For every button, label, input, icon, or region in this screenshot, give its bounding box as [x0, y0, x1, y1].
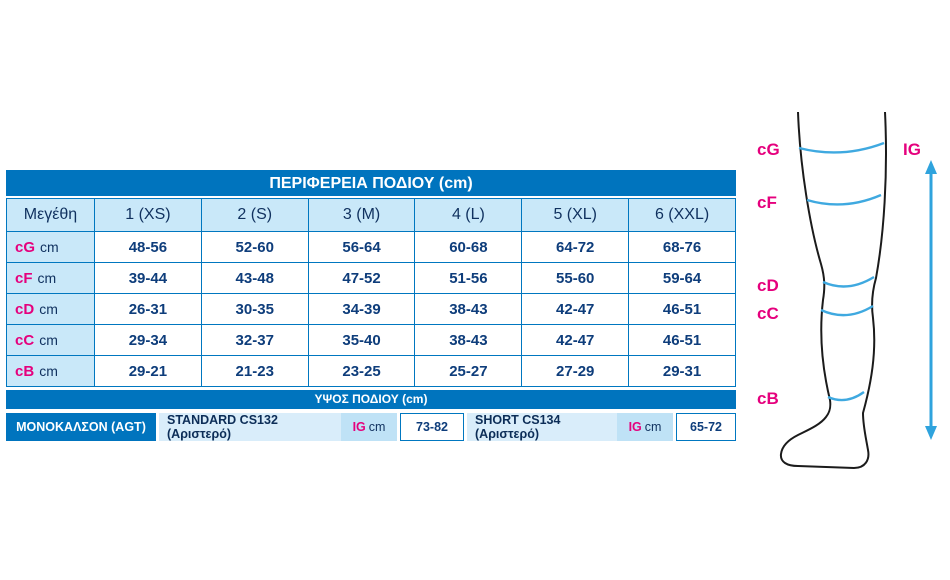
diagram-label-cB: cB [757, 389, 779, 408]
cell: 26-31 [94, 293, 202, 325]
cell: 56-64 [307, 231, 416, 263]
row-label-cF: cF cm [6, 262, 95, 294]
cell: 29-21 [94, 355, 202, 387]
short-label: SHORT CS134 (Αριστερό) [467, 413, 617, 441]
size-table: Μεγέθη 1 (XS) 2 (S) 3 (M) 4 (L) 5 (XL) 6… [6, 198, 736, 387]
cell: 42-47 [521, 293, 630, 325]
standard-option: STANDARD CS132 (Αριστερό) IG cm [159, 413, 397, 441]
table-title: ΠΕΡΙΦΕΡΕΙΑ ΠΟΔΙΟΥ (cm) [6, 170, 736, 196]
measure-unit: cm [39, 300, 58, 317]
row-label-cD: cD cm [6, 293, 95, 325]
cell: 42-47 [521, 324, 630, 356]
diagram-label-cG: cG [757, 140, 780, 159]
foot-height-title: ΥΨΟΣ ΠΟΔΙΟΥ (cm) [6, 390, 736, 409]
measure-line-cG [798, 141, 885, 154]
cell: 47-52 [307, 262, 416, 294]
measure-line-cC [820, 304, 874, 317]
cell: 21-23 [200, 355, 309, 387]
diagram-label-cD: cD [757, 276, 779, 295]
product-label: ΜΟΝΟΚΑΛΣΟΝ (AGT) [6, 413, 156, 441]
cell: 32-37 [200, 324, 309, 356]
measure-unit: cm [40, 238, 59, 255]
cell: 23-25 [307, 355, 416, 387]
cell: 48-56 [94, 231, 202, 263]
cell: 46-51 [628, 324, 736, 356]
table-row-cC: cC cm 29-34 32-37 35-40 38-43 42-47 46-51 [6, 324, 736, 356]
cell: 39-44 [94, 262, 202, 294]
diagram-label-cC: cC [757, 304, 779, 323]
measure-line-cF [806, 193, 882, 206]
table-row-cB: cB cm 29-21 21-23 23-25 25-27 27-29 29-31 [6, 355, 736, 387]
leg-outline [779, 112, 887, 469]
cell: 64-72 [521, 231, 630, 263]
cell: 38-43 [414, 293, 523, 325]
ig-arrow-top [925, 160, 937, 174]
column-header-l: 4 (L) [414, 198, 523, 232]
column-header-xl: 5 (XL) [521, 198, 630, 232]
cell: 34-39 [307, 293, 416, 325]
measure-code: cD [15, 300, 35, 318]
standard-ig-unit: IG cm [341, 413, 397, 441]
short-range: 65-72 [676, 413, 736, 441]
ig-code: IG [352, 420, 366, 434]
column-header-m: 3 (M) [307, 198, 416, 232]
size-chart: ΠΕΡΙΦΕΡΕΙΑ ΠΟΔΙΟΥ (cm) Μεγέθη 1 (XS) 2 (… [6, 170, 736, 441]
cell: 38-43 [414, 324, 523, 356]
ig-unit: cm [644, 420, 662, 434]
short-ig-unit: IG cm [617, 413, 673, 441]
standard-label: STANDARD CS132 (Αριστερό) [159, 413, 341, 441]
table-row-cG: cG cm 48-56 52-60 56-64 60-68 64-72 68-76 [6, 231, 736, 263]
cell: 30-35 [200, 293, 309, 325]
short-option: SHORT CS134 (Αριστερό) IG cm [467, 413, 673, 441]
leg-measurement-diagram: cG IG cF cD cC cB [745, 105, 950, 480]
row-label-cC: cC cm [6, 324, 95, 356]
diagram-label-IG: IG [903, 140, 921, 159]
ig-arrow-bottom [925, 426, 937, 440]
table-row-cF: cF cm 39-44 43-48 47-52 51-56 55-60 59-64 [6, 262, 736, 294]
cell: 46-51 [628, 293, 736, 325]
foot-height-row: ΜΟΝΟΚΑΛΣΟΝ (AGT) STANDARD CS132 (Αριστερ… [6, 413, 736, 441]
measure-code: cF [15, 269, 33, 287]
cell: 35-40 [307, 324, 416, 356]
row-label-cB: cB cm [6, 355, 95, 387]
measure-code: cC [15, 331, 35, 349]
column-header-xs: 1 (XS) [94, 198, 202, 232]
cell: 68-76 [628, 231, 736, 263]
measure-line-cB [827, 391, 865, 402]
sizes-header: Μεγέθη [6, 198, 95, 232]
cell: 27-29 [521, 355, 630, 387]
standard-range: 73-82 [400, 413, 464, 441]
cell: 55-60 [521, 262, 630, 294]
row-label-cG: cG cm [6, 231, 95, 263]
cell: 29-34 [94, 324, 202, 356]
cell: 29-31 [628, 355, 736, 387]
cell: 51-56 [414, 262, 523, 294]
measure-unit: cm [37, 269, 57, 286]
diagram-label-cF: cF [757, 193, 777, 212]
cell: 43-48 [200, 262, 309, 294]
ig-unit: cm [368, 420, 386, 434]
column-header-s: 2 (S) [200, 198, 309, 232]
header-row: Μεγέθη 1 (XS) 2 (S) 3 (M) 4 (L) 5 (XL) 6… [6, 198, 736, 232]
measure-unit: cm [39, 331, 58, 348]
measure-line-cD [822, 275, 875, 288]
measure-unit: cm [39, 362, 58, 379]
ig-code: IG [628, 420, 642, 434]
column-header-xxl: 6 (XXL) [628, 198, 736, 232]
cell: 59-64 [628, 262, 736, 294]
measure-code: cB [15, 362, 35, 380]
cell: 52-60 [200, 231, 309, 263]
table-row-cD: cD cm 26-31 30-35 34-39 38-43 42-47 46-51 [6, 293, 736, 325]
cell: 60-68 [414, 231, 523, 263]
measure-code: cG [15, 238, 36, 256]
cell: 25-27 [414, 355, 523, 387]
leg-illustration [779, 112, 937, 469]
